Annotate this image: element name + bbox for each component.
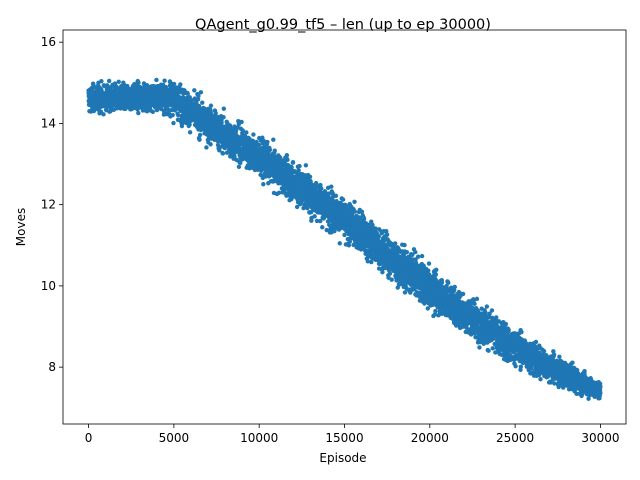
scatter-point [404,249,410,255]
scatter-point [426,268,431,273]
scatter-point [484,304,490,309]
scatter-point [208,103,214,108]
scatter-point [361,216,367,222]
scatter-point [303,163,309,168]
scatter-point [261,182,266,187]
scatter-point [178,82,183,87]
scatter-point [460,291,466,297]
scatter-points [86,77,603,401]
scatter-point [402,290,408,295]
scatter-point [197,137,202,142]
scatter-point [285,157,290,163]
scatter-point [337,241,342,246]
scatter-point [271,137,276,142]
scatter-point [171,120,176,126]
scatter-point [208,142,213,147]
scatter-point [238,160,243,166]
scatter-point [220,151,226,156]
scatter-point [389,277,394,282]
scatter-point [426,261,432,266]
scatter-point [384,232,390,237]
scatter-point [213,110,218,116]
scatter-point [244,130,249,135]
scatter-point [483,310,488,315]
scatter-point [402,242,407,248]
chart-title: QAgent_g0.99_tf5 – len (up to ep 30000) [195,17,491,33]
scatter-point [187,130,193,135]
scatter-point [506,327,511,333]
scatter-point [272,148,277,153]
scatter-point [494,315,499,320]
scatter-point [185,91,190,96]
scatter-point [251,132,256,137]
scatter-point [376,234,382,239]
scatter-point [373,226,378,231]
scatter-point [477,345,482,350]
scatter-point [163,85,169,90]
scatter-point [136,80,141,86]
scatter-point [380,269,385,275]
scatter-point [474,296,480,302]
scatter-point [116,79,121,85]
scatter-point [352,209,358,214]
scatter-point [284,153,290,158]
scatter-point [352,199,357,205]
scatter-point [393,241,398,246]
scatter-point [472,301,477,307]
scatter-point [320,225,325,230]
scatter-point [267,147,273,153]
scatter-point [319,186,324,191]
scatter-point [312,214,317,219]
scatter-point [297,163,302,169]
scatter-point [219,120,224,125]
scatter-point [194,100,199,106]
scatter-point [204,145,209,150]
scatter-point [171,81,177,87]
scatter-point [187,122,192,127]
scatter-point [503,321,509,327]
scatter-point [101,112,106,117]
scatter-point [439,280,445,285]
scatter-point [265,139,270,145]
scatter-point [340,197,346,202]
scatter-point [192,88,197,93]
scatter-point [434,267,439,272]
scatter-point [307,174,313,180]
scatter-point [342,232,347,238]
scatter-point [175,112,181,118]
scatter-point [99,78,104,84]
scatter-point [197,132,203,138]
scatter-point [333,193,339,199]
scatter-point [221,106,227,111]
scatter-point [150,109,156,114]
scatter-point [236,164,242,169]
scatter-point [329,184,334,189]
scatter-point [290,159,296,165]
scatter-point [346,243,352,248]
scatter-point [221,115,226,120]
scatter-point [296,168,301,173]
scatter-point [419,253,425,259]
scatter-point [387,271,393,276]
scatter-point [433,272,438,277]
scatter-point [154,77,159,83]
scatter-point [489,308,495,313]
scatter-point [452,284,457,290]
scatter-point [239,119,244,125]
scatter-point [413,249,418,255]
scatter-point [200,100,205,105]
scatter-point [486,348,491,353]
scatter-point [196,93,201,99]
scatter-point [415,254,421,259]
scatter-point [198,90,204,95]
scatter-point [136,110,141,116]
scatter-point [106,78,112,84]
scatter-point [162,78,167,83]
scatter-point [490,346,495,351]
scatter-point [446,280,451,285]
scatter-point [170,112,175,118]
scatter-point [195,97,201,102]
